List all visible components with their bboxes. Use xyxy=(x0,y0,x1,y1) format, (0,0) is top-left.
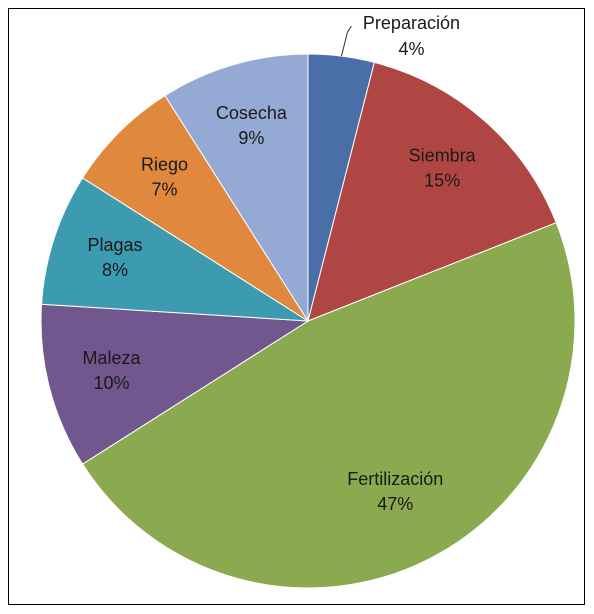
slice-value: 4% xyxy=(398,39,424,59)
pie-slice xyxy=(307,61,557,322)
slice-label: Plagas xyxy=(87,235,142,255)
slice-label: Maleza xyxy=(82,348,141,368)
pie-slice xyxy=(40,177,309,322)
pie-slice xyxy=(81,222,576,589)
slice-value: 9% xyxy=(238,128,264,148)
pie-slice xyxy=(164,53,309,323)
pie-slice xyxy=(81,94,309,322)
slice-label: Riego xyxy=(141,154,188,174)
slice-label: Preparación xyxy=(363,13,460,33)
pie-slice xyxy=(40,303,310,465)
slice-value: 47% xyxy=(377,494,413,514)
slice-value: 10% xyxy=(93,373,129,393)
frame xyxy=(8,8,585,605)
slice-label: Cosecha xyxy=(216,103,288,123)
slice-value: 7% xyxy=(152,179,178,199)
leader-line xyxy=(340,25,352,57)
slice-label: Siembra xyxy=(409,146,477,166)
slice-value: 15% xyxy=(424,171,460,191)
slice-value: 8% xyxy=(102,260,128,280)
slice-label: Fertilización xyxy=(347,469,443,489)
